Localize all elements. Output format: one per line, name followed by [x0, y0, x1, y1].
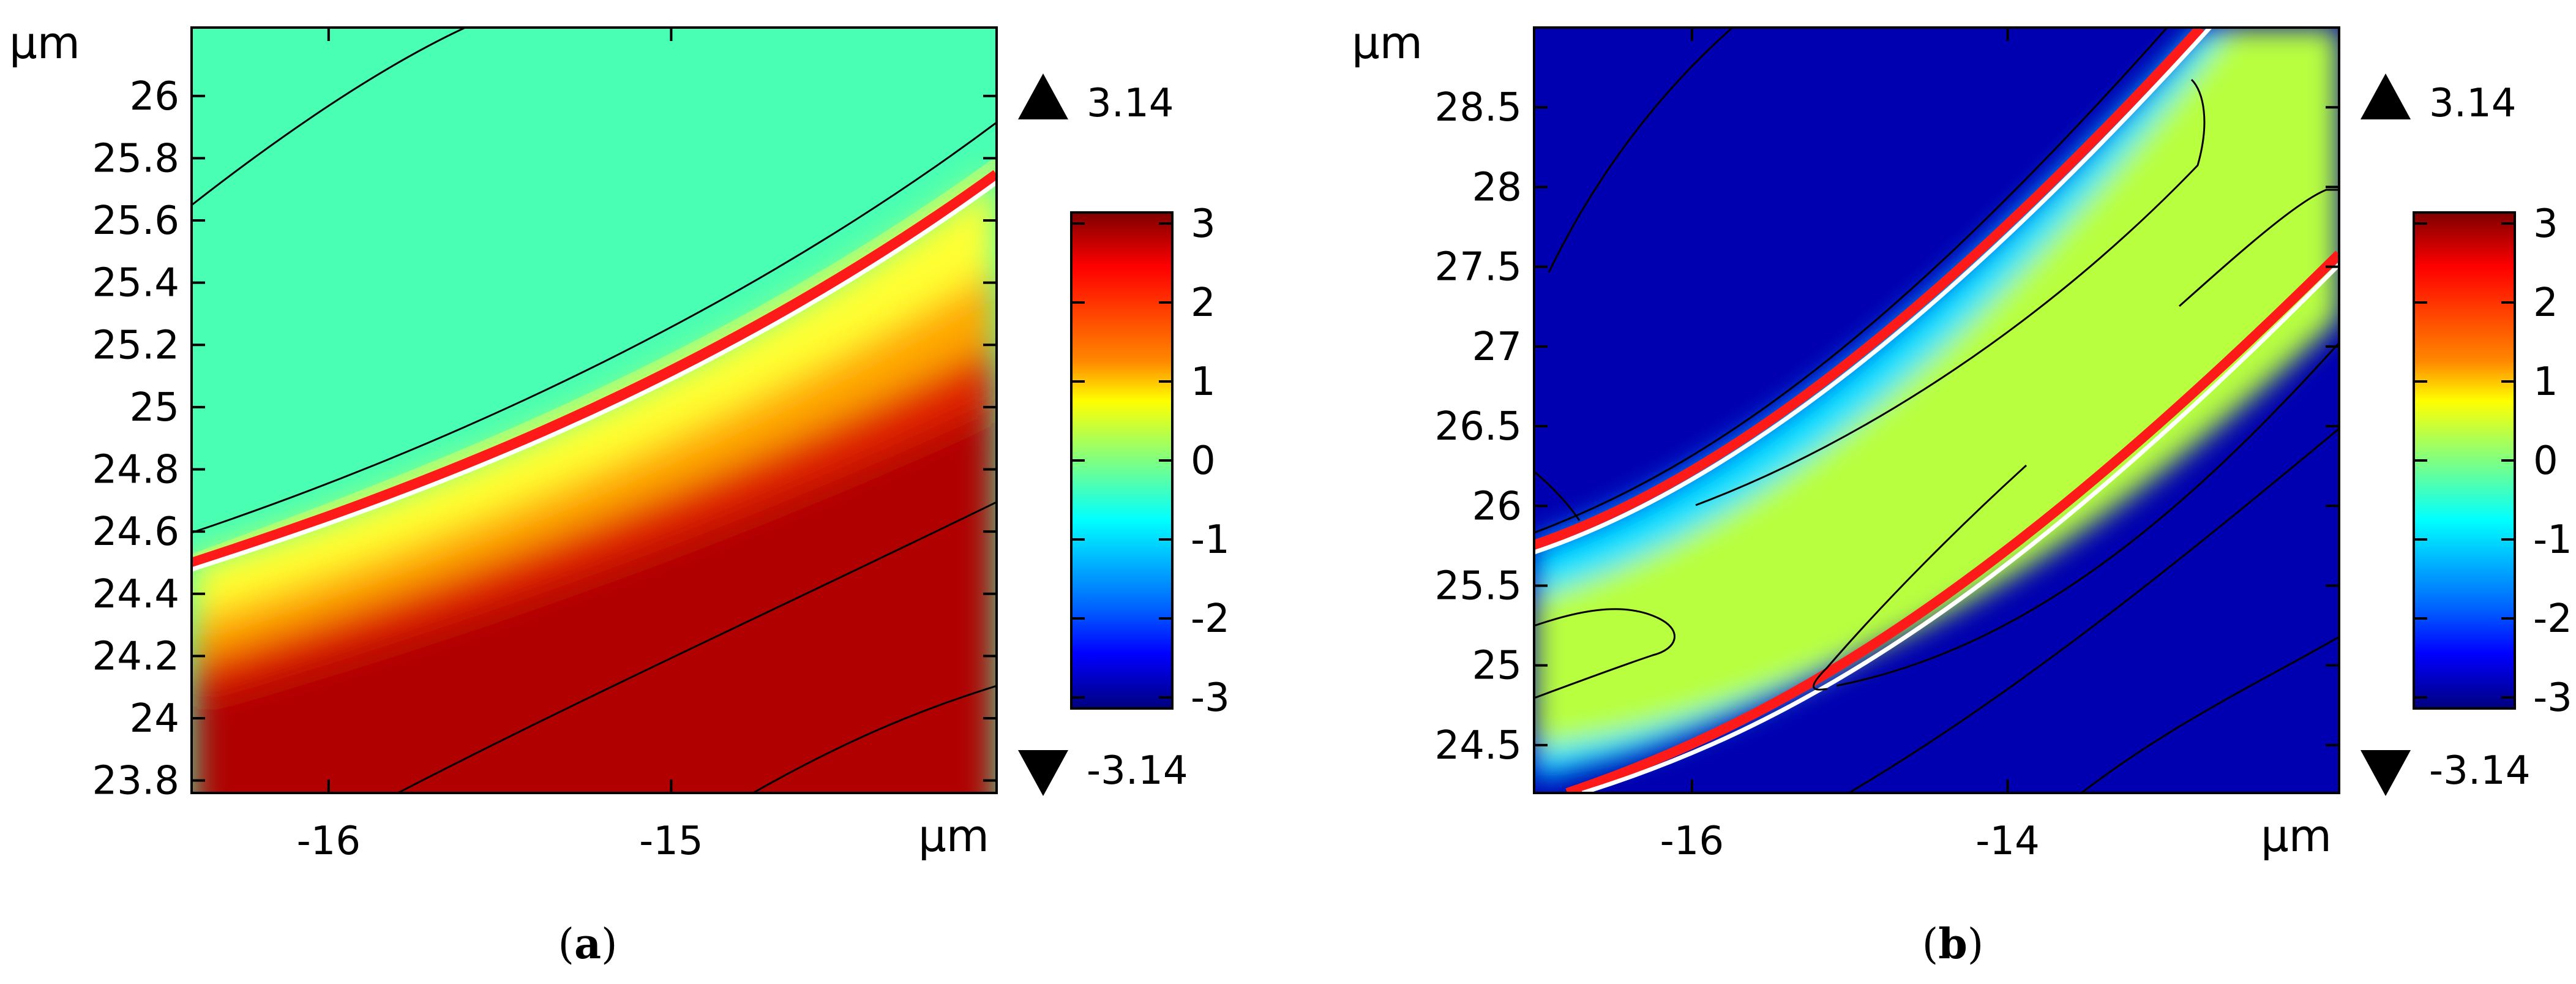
- panel-a-caption: (a): [558, 920, 617, 969]
- colorbar-tick-label: 1: [1191, 359, 1216, 405]
- y-tick-label: 24: [130, 696, 179, 742]
- panel-b-interface-upper-red: [1534, 28, 2204, 550]
- y-tick-label: 25.4: [92, 261, 180, 306]
- panel-b-interface-lower-white: [1581, 263, 2339, 793]
- colorbar-tick-label: -1: [2533, 517, 2572, 563]
- y-tick-label: 25.8: [92, 136, 180, 181]
- colorbar-tick-label: 2: [2533, 280, 2558, 326]
- panel-a-heatmap: [192, 28, 997, 793]
- y-tick-label: 26: [1472, 484, 1522, 529]
- panel-b-interface-lower-red: [1565, 250, 2339, 793]
- y-tick-label: 26.5: [1435, 404, 1522, 449]
- panel-b-max-triangle-icon: [2361, 73, 2411, 119]
- panel-b-x-unit: μm: [2261, 810, 2332, 862]
- colorbar-tick-label: 0: [2533, 438, 2558, 484]
- panel-b-frame: [1533, 26, 2340, 794]
- panel-b-ticks: 24.5 25 25.5 26 26.5 27 27.5 28 28.5 -16 -14: [1435, 28, 2339, 864]
- panel-a-colorbar-max: 3.14: [1087, 81, 1174, 126]
- panel-b-min-triangle-icon: [2361, 750, 2411, 796]
- panel-a-colorbar: [1070, 211, 1174, 710]
- colorbar-tick-label: -2: [2533, 596, 2572, 642]
- panel-a-colorbar-ticks: 3 2 1 0 -1 -2 -3: [1071, 201, 1230, 721]
- y-tick-label: 27.5: [1435, 245, 1522, 290]
- panel-b-colorbar-ticks: 3 2 1 0 -1 -2 -3: [2414, 201, 2572, 721]
- panel-a-min-triangle-icon: [1018, 750, 1068, 796]
- panel-b-y-unit: μm: [1352, 17, 1423, 69]
- panel-a-ticks: 23.8 24 24.2 24.4 24.6 24.8 25 25.2 25.4 25.6 25.8…: [92, 28, 997, 864]
- y-tick-label: 25.5: [1435, 563, 1522, 609]
- y-tick-label: 28: [1472, 165, 1522, 210]
- colorbar-tick-label: 3: [1191, 201, 1216, 247]
- x-tick-label: -16: [1660, 819, 1724, 864]
- y-tick-label: 24.8: [92, 448, 180, 493]
- panel-b: 24.5 25 25.5 26 26.5 27 27.5 28 28.5 -16 -14 μm μm…: [1352, 17, 2572, 969]
- y-tick-label: 25.6: [92, 198, 180, 244]
- panel-a-caption-letter: a: [574, 920, 601, 969]
- panel-a-y-unit: μm: [9, 17, 80, 69]
- y-tick-label: 24.6: [92, 509, 180, 555]
- y-tick-label: 25: [1472, 644, 1522, 689]
- panel-a-contours: [192, 28, 997, 793]
- colorbar-tick-label: -3: [2533, 675, 2572, 721]
- panel-a-interface-red: [192, 170, 997, 569]
- y-tick-label: 25.2: [92, 323, 180, 368]
- colorbar-tick-label: 1: [2533, 359, 2558, 405]
- y-tick-label: 25: [130, 385, 179, 430]
- colorbar-tick-label: 2: [1191, 280, 1216, 326]
- y-tick-label: 27: [1472, 325, 1522, 370]
- panel-b-colorbar-max: 3.14: [2429, 81, 2517, 126]
- panel-a-colorbar-min: -3.14: [1087, 748, 1188, 794]
- panel-b-interface-upper-white: [1534, 28, 2212, 555]
- x-tick-label: -15: [639, 819, 703, 864]
- panel-a-interface-white: [192, 181, 997, 572]
- panel-b-contours: [1534, 28, 2339, 793]
- panel-a: 23.8 24 24.2 24.4 24.6 24.8 25 25.2 25.4 25.6 25.8…: [9, 17, 1230, 969]
- y-tick-label: 23.8: [92, 759, 180, 804]
- x-tick-label: -16: [297, 819, 361, 864]
- y-tick-label: 24.5: [1435, 723, 1522, 768]
- panel-b-colorbar-min: -3.14: [2429, 748, 2531, 794]
- colorbar-tick-label: 0: [1191, 438, 1216, 484]
- y-tick-label: 24.2: [92, 634, 180, 679]
- colorbar-tick-label: 3: [2533, 201, 2558, 247]
- panel-a-frame: [190, 26, 998, 794]
- colorbar-tick-label: -2: [1191, 596, 1230, 642]
- colorbar-tick-label: -3: [1191, 675, 1230, 721]
- y-tick-label: 24.4: [92, 572, 180, 617]
- x-tick-label: -14: [1975, 819, 2040, 864]
- panel-a-x-unit: μm: [918, 810, 989, 862]
- panel-b-caption-letter: b: [1938, 920, 1968, 969]
- panel-b-heatmap: [1534, 28, 2339, 793]
- panel-a-transition: [192, 156, 997, 569]
- y-tick-label: 28.5: [1435, 85, 1522, 130]
- panel-a-max-triangle-icon: [1018, 73, 1068, 119]
- panel-b-caption: (b): [1922, 920, 1984, 969]
- y-tick-label: 26: [130, 74, 179, 119]
- colorbar-tick-label: -1: [1191, 517, 1230, 563]
- panel-b-colorbar: [2413, 211, 2516, 710]
